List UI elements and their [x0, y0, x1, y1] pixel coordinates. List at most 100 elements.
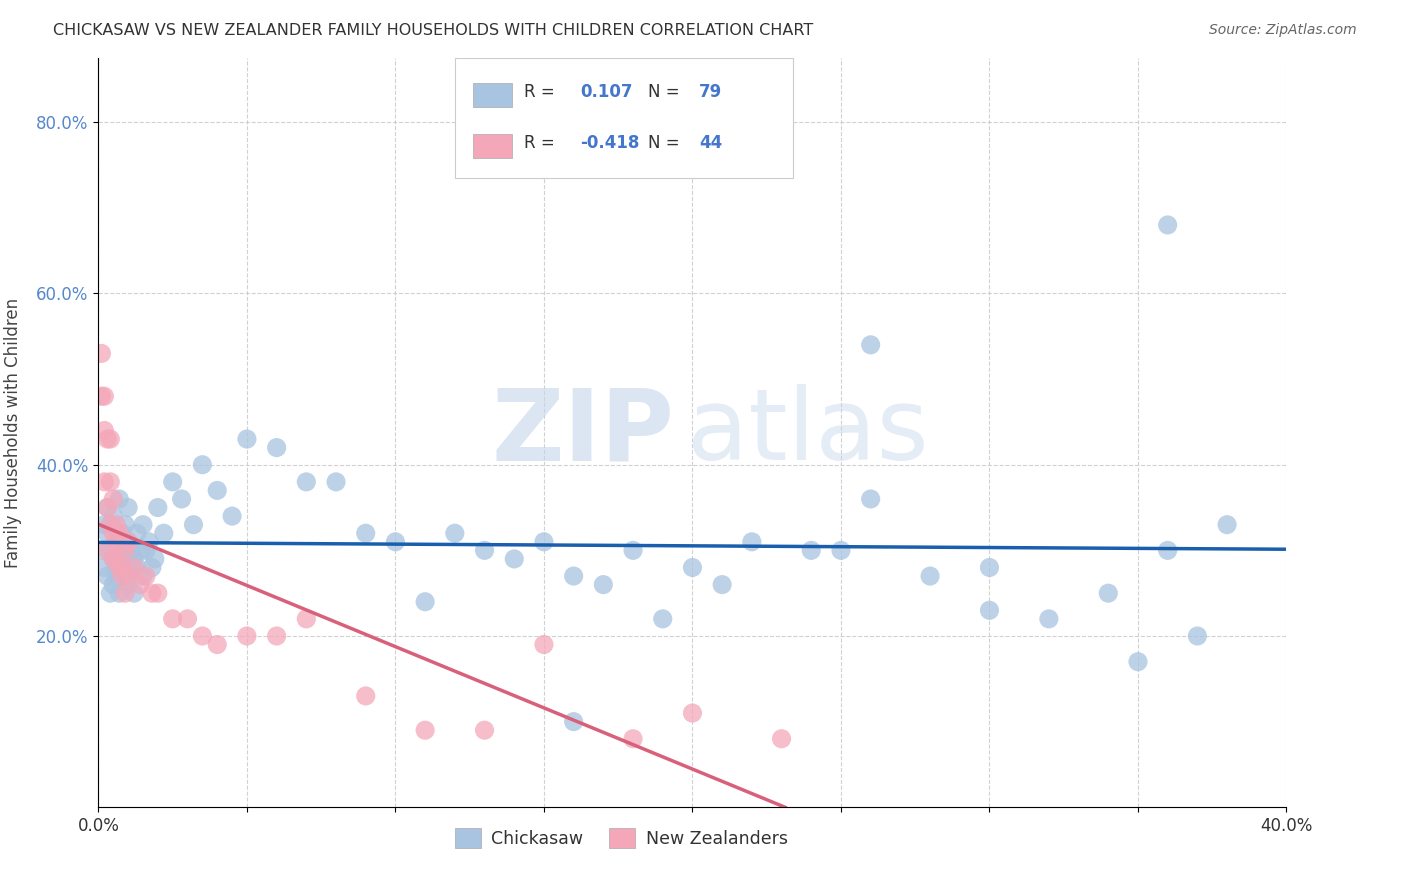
Text: N =: N = [648, 83, 685, 101]
Point [1126, 655, 1149, 669]
Point [96, 526, 118, 541]
Point [474, 543, 496, 558]
Point [111, 552, 134, 566]
Point [295, 475, 318, 489]
FancyBboxPatch shape [456, 58, 793, 178]
Text: ZIP: ZIP [492, 384, 675, 481]
Point [129, 577, 152, 591]
Point [205, 638, 228, 652]
Point [533, 638, 555, 652]
Point [800, 543, 823, 558]
Point [103, 491, 125, 506]
Point [108, 586, 131, 600]
Point [266, 629, 288, 643]
Point [621, 543, 644, 558]
Point [325, 475, 347, 489]
Point [117, 577, 139, 591]
Point [117, 569, 139, 583]
Text: 79: 79 [699, 83, 723, 101]
Point [120, 560, 142, 574]
Point [93, 560, 115, 574]
Point [98, 517, 121, 532]
Text: N =: N = [648, 134, 685, 152]
Point [770, 731, 793, 746]
Point [135, 543, 157, 558]
Point [105, 569, 128, 583]
Point [117, 500, 139, 515]
Point [103, 577, 125, 591]
Point [474, 723, 496, 738]
Point [741, 534, 763, 549]
Point [1097, 586, 1119, 600]
Legend: Chickasaw, New Zealanders: Chickasaw, New Zealanders [447, 821, 794, 855]
Point [129, 543, 152, 558]
Point [122, 560, 145, 574]
Point [1156, 218, 1178, 232]
Point [191, 458, 214, 472]
Text: 44: 44 [699, 134, 723, 152]
Point [105, 560, 128, 574]
Point [533, 534, 555, 549]
Point [859, 491, 882, 506]
Point [354, 526, 377, 541]
Point [132, 517, 155, 532]
Point [93, 389, 115, 403]
FancyBboxPatch shape [472, 135, 512, 158]
Text: CHICKASAW VS NEW ZEALANDER FAMILY HOUSEHOLDS WITH CHILDREN CORRELATION CHART: CHICKASAW VS NEW ZEALANDER FAMILY HOUSEH… [53, 23, 814, 38]
Point [830, 543, 852, 558]
Y-axis label: Family Households with Children: Family Households with Children [4, 298, 22, 567]
Point [384, 534, 406, 549]
Point [96, 543, 118, 558]
Point [108, 526, 131, 541]
Point [1038, 612, 1060, 626]
Point [979, 603, 1001, 617]
Point [90, 389, 112, 403]
Point [146, 586, 169, 600]
Point [162, 612, 184, 626]
Point [90, 543, 112, 558]
Point [125, 526, 148, 541]
Point [138, 534, 160, 549]
Point [1156, 543, 1178, 558]
Point [114, 543, 136, 558]
Point [122, 552, 145, 566]
Point [108, 534, 131, 549]
Point [979, 560, 1001, 574]
Point [114, 517, 136, 532]
Point [413, 595, 436, 609]
Point [108, 560, 131, 574]
Point [105, 517, 128, 532]
Text: R =: R = [523, 134, 560, 152]
Point [103, 526, 125, 541]
Point [103, 552, 125, 566]
Point [859, 338, 882, 352]
Point [90, 346, 112, 360]
Point [205, 483, 228, 498]
Point [111, 526, 134, 541]
Point [621, 731, 644, 746]
Point [681, 560, 703, 574]
Point [191, 629, 214, 643]
Point [221, 509, 243, 524]
Point [443, 526, 465, 541]
Point [143, 552, 166, 566]
Point [93, 475, 115, 489]
Point [170, 491, 193, 506]
Point [98, 586, 121, 600]
Point [135, 569, 157, 583]
Point [1187, 629, 1209, 643]
Point [103, 509, 125, 524]
Point [117, 534, 139, 549]
Point [98, 517, 121, 532]
Point [111, 560, 134, 574]
Point [111, 560, 134, 574]
Point [236, 629, 259, 643]
Text: 0.107: 0.107 [581, 83, 633, 101]
Point [105, 552, 128, 566]
Point [98, 432, 121, 446]
Point [98, 543, 121, 558]
Point [120, 543, 142, 558]
Point [96, 500, 118, 515]
Point [141, 560, 163, 574]
Point [103, 552, 125, 566]
